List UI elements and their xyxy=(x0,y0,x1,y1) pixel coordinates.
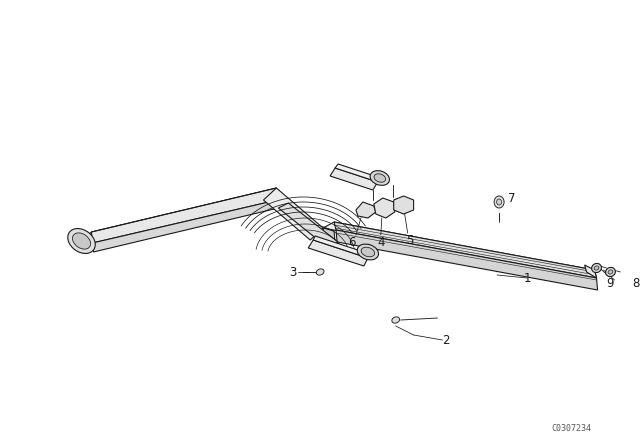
Polygon shape xyxy=(334,222,596,278)
Text: 3: 3 xyxy=(290,266,297,279)
Ellipse shape xyxy=(316,269,324,275)
Text: 1: 1 xyxy=(523,271,531,284)
Polygon shape xyxy=(92,200,278,252)
Polygon shape xyxy=(356,202,376,218)
Ellipse shape xyxy=(68,228,95,254)
Ellipse shape xyxy=(357,244,378,260)
Text: 9: 9 xyxy=(607,276,614,289)
Ellipse shape xyxy=(594,266,599,270)
Ellipse shape xyxy=(608,270,613,274)
Polygon shape xyxy=(335,164,381,182)
Text: 4: 4 xyxy=(377,236,385,249)
Ellipse shape xyxy=(591,263,602,272)
Ellipse shape xyxy=(361,247,374,257)
Polygon shape xyxy=(323,228,335,243)
Polygon shape xyxy=(278,203,338,248)
Polygon shape xyxy=(308,240,368,266)
Polygon shape xyxy=(336,230,598,290)
Text: 8: 8 xyxy=(632,276,640,289)
Polygon shape xyxy=(313,236,370,258)
Polygon shape xyxy=(584,265,596,278)
Ellipse shape xyxy=(497,199,502,205)
Polygon shape xyxy=(77,188,276,245)
Ellipse shape xyxy=(494,196,504,208)
Ellipse shape xyxy=(370,171,390,185)
Ellipse shape xyxy=(605,267,616,276)
Polygon shape xyxy=(264,188,323,240)
Ellipse shape xyxy=(374,174,386,182)
Ellipse shape xyxy=(72,233,91,249)
Text: 6: 6 xyxy=(348,236,356,249)
Ellipse shape xyxy=(392,317,399,323)
Polygon shape xyxy=(374,198,395,218)
Polygon shape xyxy=(394,196,413,214)
Polygon shape xyxy=(330,168,378,190)
Polygon shape xyxy=(323,222,595,277)
Polygon shape xyxy=(92,188,277,243)
Text: C0307234: C0307234 xyxy=(552,423,592,432)
Text: 7: 7 xyxy=(508,191,516,204)
Text: 5: 5 xyxy=(406,233,413,246)
Text: 2: 2 xyxy=(442,333,449,346)
